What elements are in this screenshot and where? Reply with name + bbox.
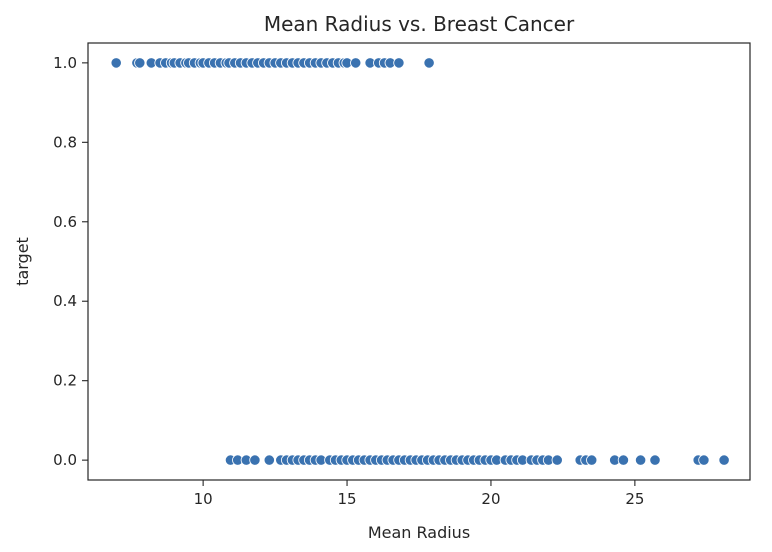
scatter-point [718,454,730,466]
scatter-point [263,454,275,466]
y-tick-label: 0.6 [53,213,77,231]
y-tick-label: 0.8 [53,133,77,151]
scatter-points [110,57,730,466]
scatter-point [649,454,661,466]
scatter-point [134,57,146,69]
scatter-point [350,57,362,69]
y-tick-label: 1.0 [53,54,77,72]
y-tick-label: 0.4 [53,292,77,310]
y-tick-label: 0.2 [53,372,77,390]
x-tick-label: 20 [481,490,500,508]
y-tick-label: 0.0 [53,451,77,469]
x-tick-label: 15 [337,490,356,508]
scatter-point [423,57,435,69]
scatter-point [634,454,647,466]
axis-ticks: 10 15 20 25 0.0 0.2 0.4 0.6 0.8 1.0 [53,54,644,508]
x-tick-label: 25 [625,490,644,508]
chart-title: Mean Radius vs. Breast Cancer [264,12,575,36]
plot-frame [87,42,751,481]
x-tick-label: 10 [194,490,213,508]
scatter-point [586,454,598,466]
scatter-point [698,454,710,466]
scatter-point [551,454,563,466]
scatter-point [617,454,630,466]
x-axis-title: Mean Radius [368,523,470,542]
scatter-point [249,454,261,466]
scatter-point [393,57,405,69]
y-axis-title: target [13,237,32,286]
scatter-point [110,57,122,69]
